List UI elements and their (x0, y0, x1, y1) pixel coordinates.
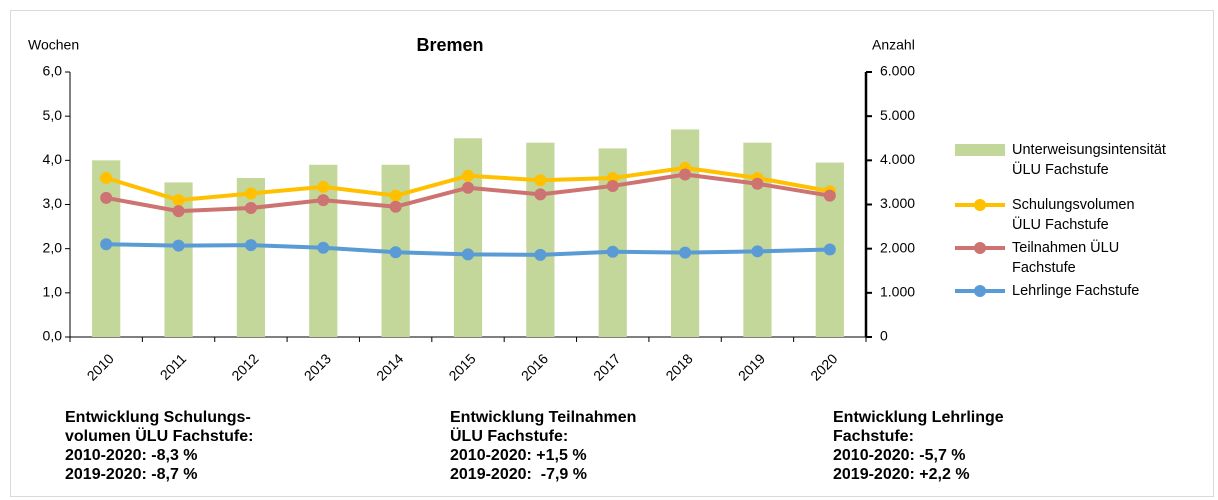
legend-label: Schulungsvolumen ÜLU Fachstufe (1012, 197, 1135, 233)
point (606, 179, 619, 192)
point (244, 202, 257, 215)
point (534, 248, 547, 261)
point (389, 189, 402, 202)
y-tick-label: 2,0 (43, 239, 63, 255)
legend-label: Unterweisungsintensität ÜLU Fachstufe (1012, 142, 1166, 178)
point (100, 191, 113, 204)
point (462, 248, 474, 261)
point (462, 181, 474, 194)
point (244, 239, 257, 252)
y-tick-label: 5,0 (43, 107, 63, 123)
point (389, 200, 402, 213)
point (751, 177, 764, 190)
annotation: 2010-2020: -8,3 % (65, 447, 198, 464)
y-tick-label: 3,0 (43, 195, 63, 211)
annotation: Fachstufe: (833, 428, 914, 445)
y2-tick-label: 6.000 (880, 63, 915, 79)
point (823, 243, 836, 256)
point (389, 246, 402, 259)
point (606, 245, 619, 258)
point (534, 174, 547, 187)
y-axis-label: Wochen (28, 37, 79, 53)
bar (236, 178, 266, 337)
point (244, 187, 257, 200)
point (751, 245, 764, 258)
y2-tick-label: 1.000 (880, 284, 915, 300)
y-tick-label: 0,0 (43, 328, 63, 344)
y2-tick-label: 3.000 (880, 195, 915, 211)
legend-label: Lehrlinge Fachstufe (1012, 283, 1140, 299)
annotation: Entwicklung Schulungs- (65, 409, 251, 426)
bar (670, 129, 700, 337)
y2-axis-label: Anzahl (872, 37, 915, 53)
annotation: volumen ÜLU Fachstufe: (65, 426, 253, 445)
annotation: 2010-2020: +1,5 % (450, 447, 587, 464)
y-tick-label: 4,0 (43, 151, 63, 167)
point (100, 238, 113, 251)
point (317, 180, 330, 193)
legend-swatch (955, 144, 1005, 156)
point (172, 194, 185, 207)
point (172, 205, 185, 218)
legend-marker (974, 242, 986, 254)
annotation: 2010-2020: -5,7 % (833, 447, 966, 464)
legend-marker (974, 199, 986, 211)
point (823, 189, 836, 202)
annotation: ÜLU Fachstufe: (450, 426, 568, 445)
bar (743, 142, 772, 337)
bar (453, 138, 483, 337)
point (317, 241, 330, 254)
annotation: 2019-2020: +2,2 % (833, 466, 970, 483)
point (100, 172, 113, 184)
annotation: 2019-2020: -8,7 % (65, 466, 198, 483)
point (172, 239, 185, 252)
chart-title: Bremen (416, 35, 483, 55)
annotation: 2019-2020: -7,9 % (450, 466, 587, 483)
point (679, 246, 692, 259)
y2-tick-label: 0 (880, 328, 888, 344)
annotation: Entwicklung Teilnahmen (450, 409, 636, 426)
y2-tick-label: 5.000 (880, 107, 915, 123)
y2-tick-label: 2.000 (880, 239, 915, 255)
y-tick-label: 1,0 (43, 284, 63, 300)
point (679, 168, 692, 181)
y-tick-label: 6,0 (43, 63, 63, 79)
y2-tick-label: 4.000 (880, 151, 915, 167)
point (317, 194, 330, 207)
legend-label: Teilnahmen ÜLU Fachstufe (1012, 240, 1120, 276)
legend-marker (974, 285, 986, 297)
bar (526, 142, 555, 337)
point (534, 188, 547, 201)
annotation: Entwicklung Lehrlinge (833, 409, 1004, 426)
point (462, 169, 474, 182)
